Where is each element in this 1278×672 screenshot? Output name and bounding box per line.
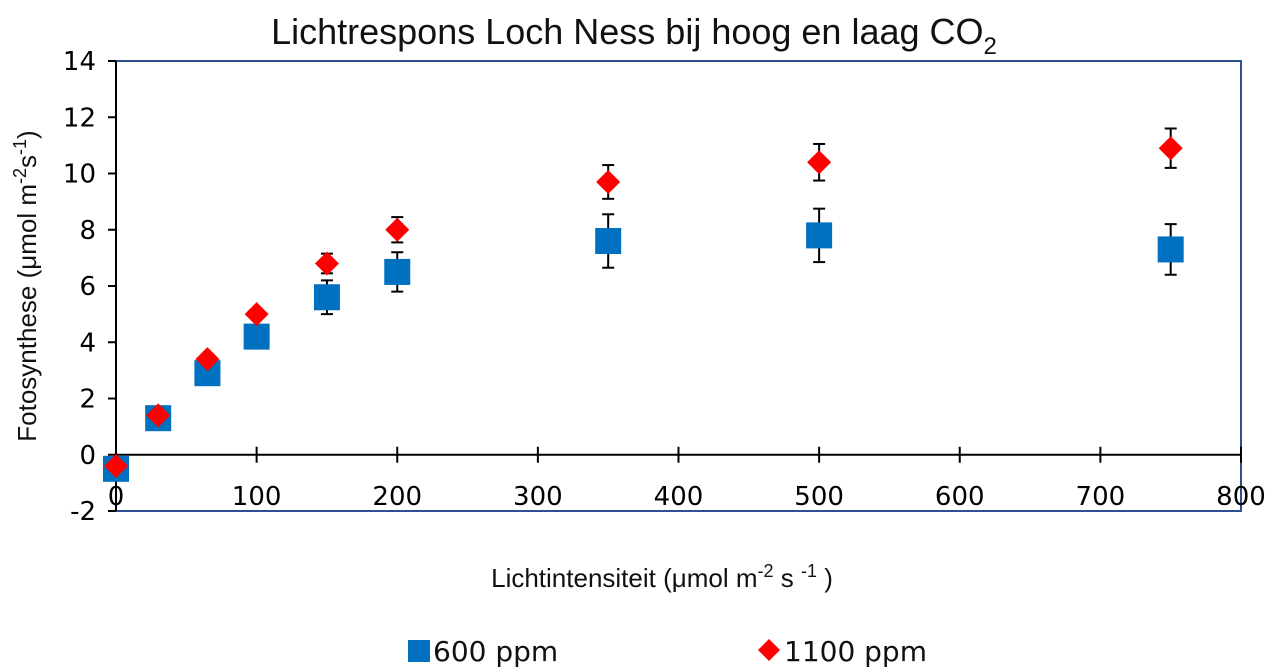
legend-marker-1100-ppm [758, 639, 780, 661]
y-tick-label: 6 [79, 272, 96, 302]
x-tick-label: 100 [232, 482, 282, 512]
point-600-ppm [313, 284, 340, 311]
y-tick-label: 0 [79, 441, 96, 471]
x-tick-label: 800 [1216, 482, 1266, 512]
point-600-ppm [1157, 236, 1184, 263]
point-1100-ppm [244, 302, 269, 327]
point-1100-ppm [104, 454, 128, 478]
plot-area-frame [115, 60, 1242, 512]
x-axis-title: Lichtintensiteit (μmol m-2 s -1 ) [491, 561, 833, 593]
x-tick-label: 700 [1076, 482, 1126, 512]
chart-title: Lichtrespons Loch Ness bij hoog en laag … [271, 11, 997, 60]
point-1100-ppm [385, 217, 410, 242]
point-600-ppm [595, 228, 622, 254]
y-ticks: -2 0 2 4 6 8 10 12 14 [63, 47, 116, 527]
point-1100-ppm [195, 347, 220, 372]
x-tick-label: 0 [108, 482, 125, 512]
x-tick-label: 500 [794, 482, 844, 512]
x-tick-label: 400 [654, 482, 704, 512]
error-bars [320, 127, 1177, 316]
point-1100-ppm [314, 251, 339, 276]
legend-marker-600-ppm [408, 640, 430, 662]
y-tick-label: 4 [79, 328, 96, 358]
x-tick-label: 300 [513, 482, 563, 512]
y-tick-label: 12 [63, 103, 96, 133]
point-1100-ppm [807, 150, 832, 175]
legend: 600 ppm 1100 ppm [408, 635, 927, 668]
point-1100-ppm [146, 403, 171, 428]
point-600-ppm [243, 323, 270, 350]
y-axis-title: Fotosynthese (μmol m-2s-1) [10, 130, 42, 441]
data-points [103, 136, 1184, 482]
y-tick-label: -2 [70, 497, 96, 527]
x-tick-label: 200 [372, 482, 422, 512]
point-600-ppm [384, 258, 411, 285]
x-ticks: 0 100 200 300 400 500 600 700 800 [108, 446, 1266, 512]
y-tick-label: 14 [63, 47, 96, 77]
point-600-ppm [806, 222, 833, 249]
legend-label-1100-ppm: 1100 ppm [784, 635, 927, 668]
y-tick-label: 2 [79, 385, 96, 415]
y-tick-label: 8 [79, 216, 96, 246]
legend-label-600-ppm: 600 ppm [433, 635, 558, 668]
x-tick-label: 600 [935, 482, 985, 512]
point-1100-ppm [1158, 136, 1183, 161]
y-tick-label: 10 [63, 160, 96, 190]
point-1100-ppm [596, 169, 621, 194]
axes [115, 61, 1241, 511]
